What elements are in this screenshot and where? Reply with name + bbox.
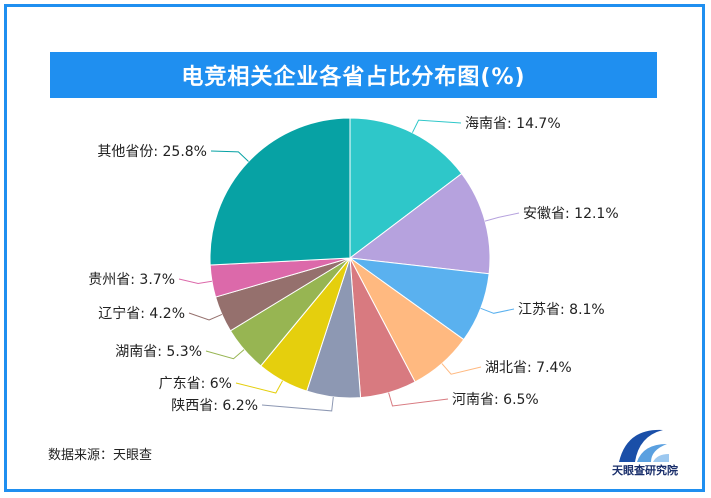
logo: 天眼查研究院: [605, 422, 685, 478]
slice-label-广东省: 广东省: 6%: [159, 376, 232, 392]
leader-line-贵州省: [178, 278, 212, 285]
slice-label-陕西省: 陕西省: 6.2%: [171, 398, 258, 414]
leader-line-广东省: [235, 380, 284, 394]
pie-slice-其他省份: [209, 117, 351, 266]
slice-label-河南省: 河南省: 6.5%: [452, 392, 539, 408]
logo-text: 天眼查研究院: [612, 464, 678, 477]
slice-label-江苏省: 江苏省: 8.1%: [518, 302, 605, 318]
leader-line-辽宁省: [188, 312, 223, 321]
data-source: 数据来源：天眼查: [48, 448, 153, 463]
leader-line-其他省份: [210, 150, 249, 162]
slice-label-贵州省: 贵州省: 3.7%: [88, 272, 175, 288]
slice-label-辽宁省: 辽宁省: 4.2%: [98, 305, 185, 322]
leader-line-陕西省: [261, 396, 334, 412]
title-bar: 电竞相关企业各省占比分布图(%): [50, 52, 657, 98]
slice-label-湖北省: 湖北省: 7.4%: [485, 360, 572, 376]
leader-line-湖北省: [441, 363, 482, 375]
leader-line-湖南省: [205, 349, 245, 360]
chart-title: 电竞相关企业各省占比分布图(%): [181, 65, 526, 90]
leader-line-海南省: [411, 119, 462, 133]
pie-slice-安徽省: [348, 172, 491, 275]
slice-label-海南省: 海南省: 14.7%: [465, 116, 561, 132]
leader-line-江苏省: [480, 307, 515, 314]
slice-label-湖南省: 湖南省: 5.3%: [115, 344, 202, 360]
leader-line-安徽省: [484, 212, 520, 222]
slice-label-其他省份: 其他省份: 25.8%: [97, 144, 207, 160]
slice-label-安徽省: 安徽省: 12.1%: [523, 206, 619, 222]
logo-icon: [619, 429, 669, 462]
leader-line-河南省: [388, 392, 449, 407]
